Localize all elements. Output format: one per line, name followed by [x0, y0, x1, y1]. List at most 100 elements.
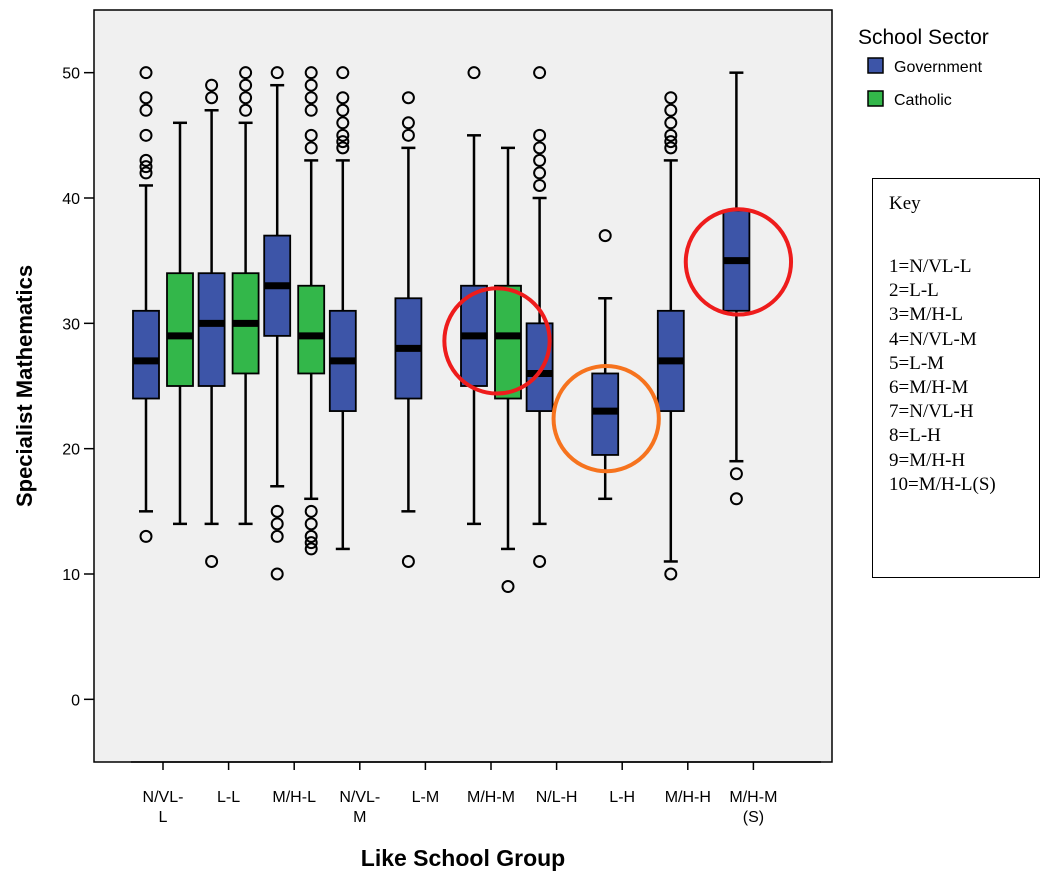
x-tick-label: M/H-M: [729, 789, 777, 806]
box-government: [656, 91, 685, 581]
box-government: [328, 66, 357, 551]
outlier-point: [664, 567, 678, 581]
outlier-point: [729, 467, 743, 481]
x-tick-label: M/H-H: [665, 789, 711, 806]
outlier-point: [304, 536, 318, 550]
x-tick-label-line2: L: [159, 809, 168, 826]
outlier-point: [664, 116, 678, 130]
key-item: 1=N/VL-L: [889, 256, 972, 277]
outlier-point: [304, 66, 318, 80]
key-box: Key 1=N/VL-L 2=L-L 3=M/H-L 4=N/VL-M 5=L-…: [872, 178, 1040, 578]
outlier-point: [533, 153, 547, 167]
box-iqr: [166, 272, 194, 387]
x-tick-label: N/L-H: [536, 789, 578, 806]
box-catholic: [231, 66, 260, 526]
legend: School Sector Government Catholic: [858, 26, 989, 109]
outlier-point: [304, 529, 318, 543]
outlier-point: [664, 135, 678, 149]
outlier-point: [239, 66, 253, 80]
outlier-point: [270, 529, 284, 543]
outlier-point: [664, 91, 678, 105]
y-tick-label: 0: [71, 692, 80, 709]
outlier-point: [533, 554, 547, 568]
box-government: [722, 71, 751, 506]
legend-title: School Sector: [858, 26, 989, 49]
key-item: 4=N/VL-M: [889, 328, 977, 350]
box-iqr: [494, 284, 522, 400]
x-tick-label: N/VL-: [339, 789, 380, 806]
outlier-point: [336, 103, 350, 117]
outlier-point: [304, 91, 318, 105]
x-tick-label-line2: M: [353, 809, 366, 826]
x-tick-label: M/H-L: [272, 789, 316, 806]
outlier-point: [664, 128, 678, 142]
x-tick-label-line2: (S): [743, 809, 764, 826]
highlight-circle: [683, 207, 794, 317]
outlier-point: [139, 66, 153, 80]
x-tick-label: M/H-M: [467, 789, 515, 806]
box-catholic: [166, 121, 194, 526]
outlier-point: [205, 78, 219, 92]
key-list: 1=N/VL-L 2=L-L 3=M/H-L 4=N/VL-M 5=L-M 6=…: [889, 255, 996, 497]
key-item: 2=L-L: [889, 280, 939, 302]
outlier-point: [336, 141, 350, 155]
outlier-point: [533, 66, 547, 80]
outlier-point: [501, 580, 515, 594]
key-item: 5=L-M: [889, 352, 945, 374]
outlier-point: [533, 178, 547, 192]
y-tick-label: 30: [62, 316, 80, 333]
y-tick-label: 40: [62, 191, 80, 208]
outlier-point: [304, 78, 318, 92]
y-tick-label: 50: [62, 66, 80, 83]
outlier-point: [270, 567, 284, 581]
x-tick-label: L-M: [412, 789, 440, 806]
outlier-point: [205, 91, 219, 105]
y-axis-label: Specialist Mathematics: [12, 265, 37, 507]
outlier-point: [139, 153, 153, 167]
legend-label: Government: [894, 59, 983, 76]
outlier-point: [239, 103, 253, 117]
outlier-point: [139, 529, 153, 543]
x-tick-label: L-L: [217, 789, 240, 806]
key-item: 3=M/H-L: [889, 304, 964, 326]
box-government: [591, 229, 620, 501]
key-item: 9=M/H-H: [889, 449, 966, 471]
box-government: [197, 78, 226, 568]
outlier-point: [304, 504, 318, 518]
outlier-point: [304, 141, 318, 155]
outlier-point: [239, 78, 253, 92]
key-item: 6=M/H-M: [889, 377, 969, 399]
box-government: [132, 66, 160, 543]
outlier-point: [467, 66, 481, 80]
outlier-point: [336, 91, 350, 105]
outlier-point: [270, 66, 284, 80]
key-item: 8=L-H: [889, 425, 941, 447]
outlier-point: [304, 103, 318, 117]
legend-swatch: [867, 57, 884, 74]
outlier-point: [336, 116, 350, 130]
box-catholic: [297, 66, 326, 556]
outlier-point: [729, 492, 743, 506]
outlier-point: [139, 103, 153, 117]
outlier-point: [336, 128, 350, 142]
outlier-point: [139, 128, 153, 142]
outlier-point: [533, 128, 547, 142]
box-iqr: [197, 272, 226, 387]
outlier-point: [304, 542, 318, 556]
outlier-point: [533, 141, 547, 155]
y-tick-label: 10: [62, 567, 80, 584]
box-government: [394, 91, 423, 568]
outlier-point: [336, 135, 350, 149]
box-government: [460, 66, 488, 526]
highlight-circle: [442, 286, 552, 396]
outlier-point: [239, 91, 253, 105]
outlier-point: [533, 166, 547, 180]
key-item: 7=N/VL-H: [889, 401, 974, 423]
key-title: Key: [889, 193, 921, 214]
outlier-point: [139, 91, 153, 105]
outlier-point: [401, 554, 415, 568]
x-tick-label: L-H: [609, 789, 635, 806]
x-tick-label: N/VL-: [143, 789, 184, 806]
outlier-point: [139, 166, 153, 180]
